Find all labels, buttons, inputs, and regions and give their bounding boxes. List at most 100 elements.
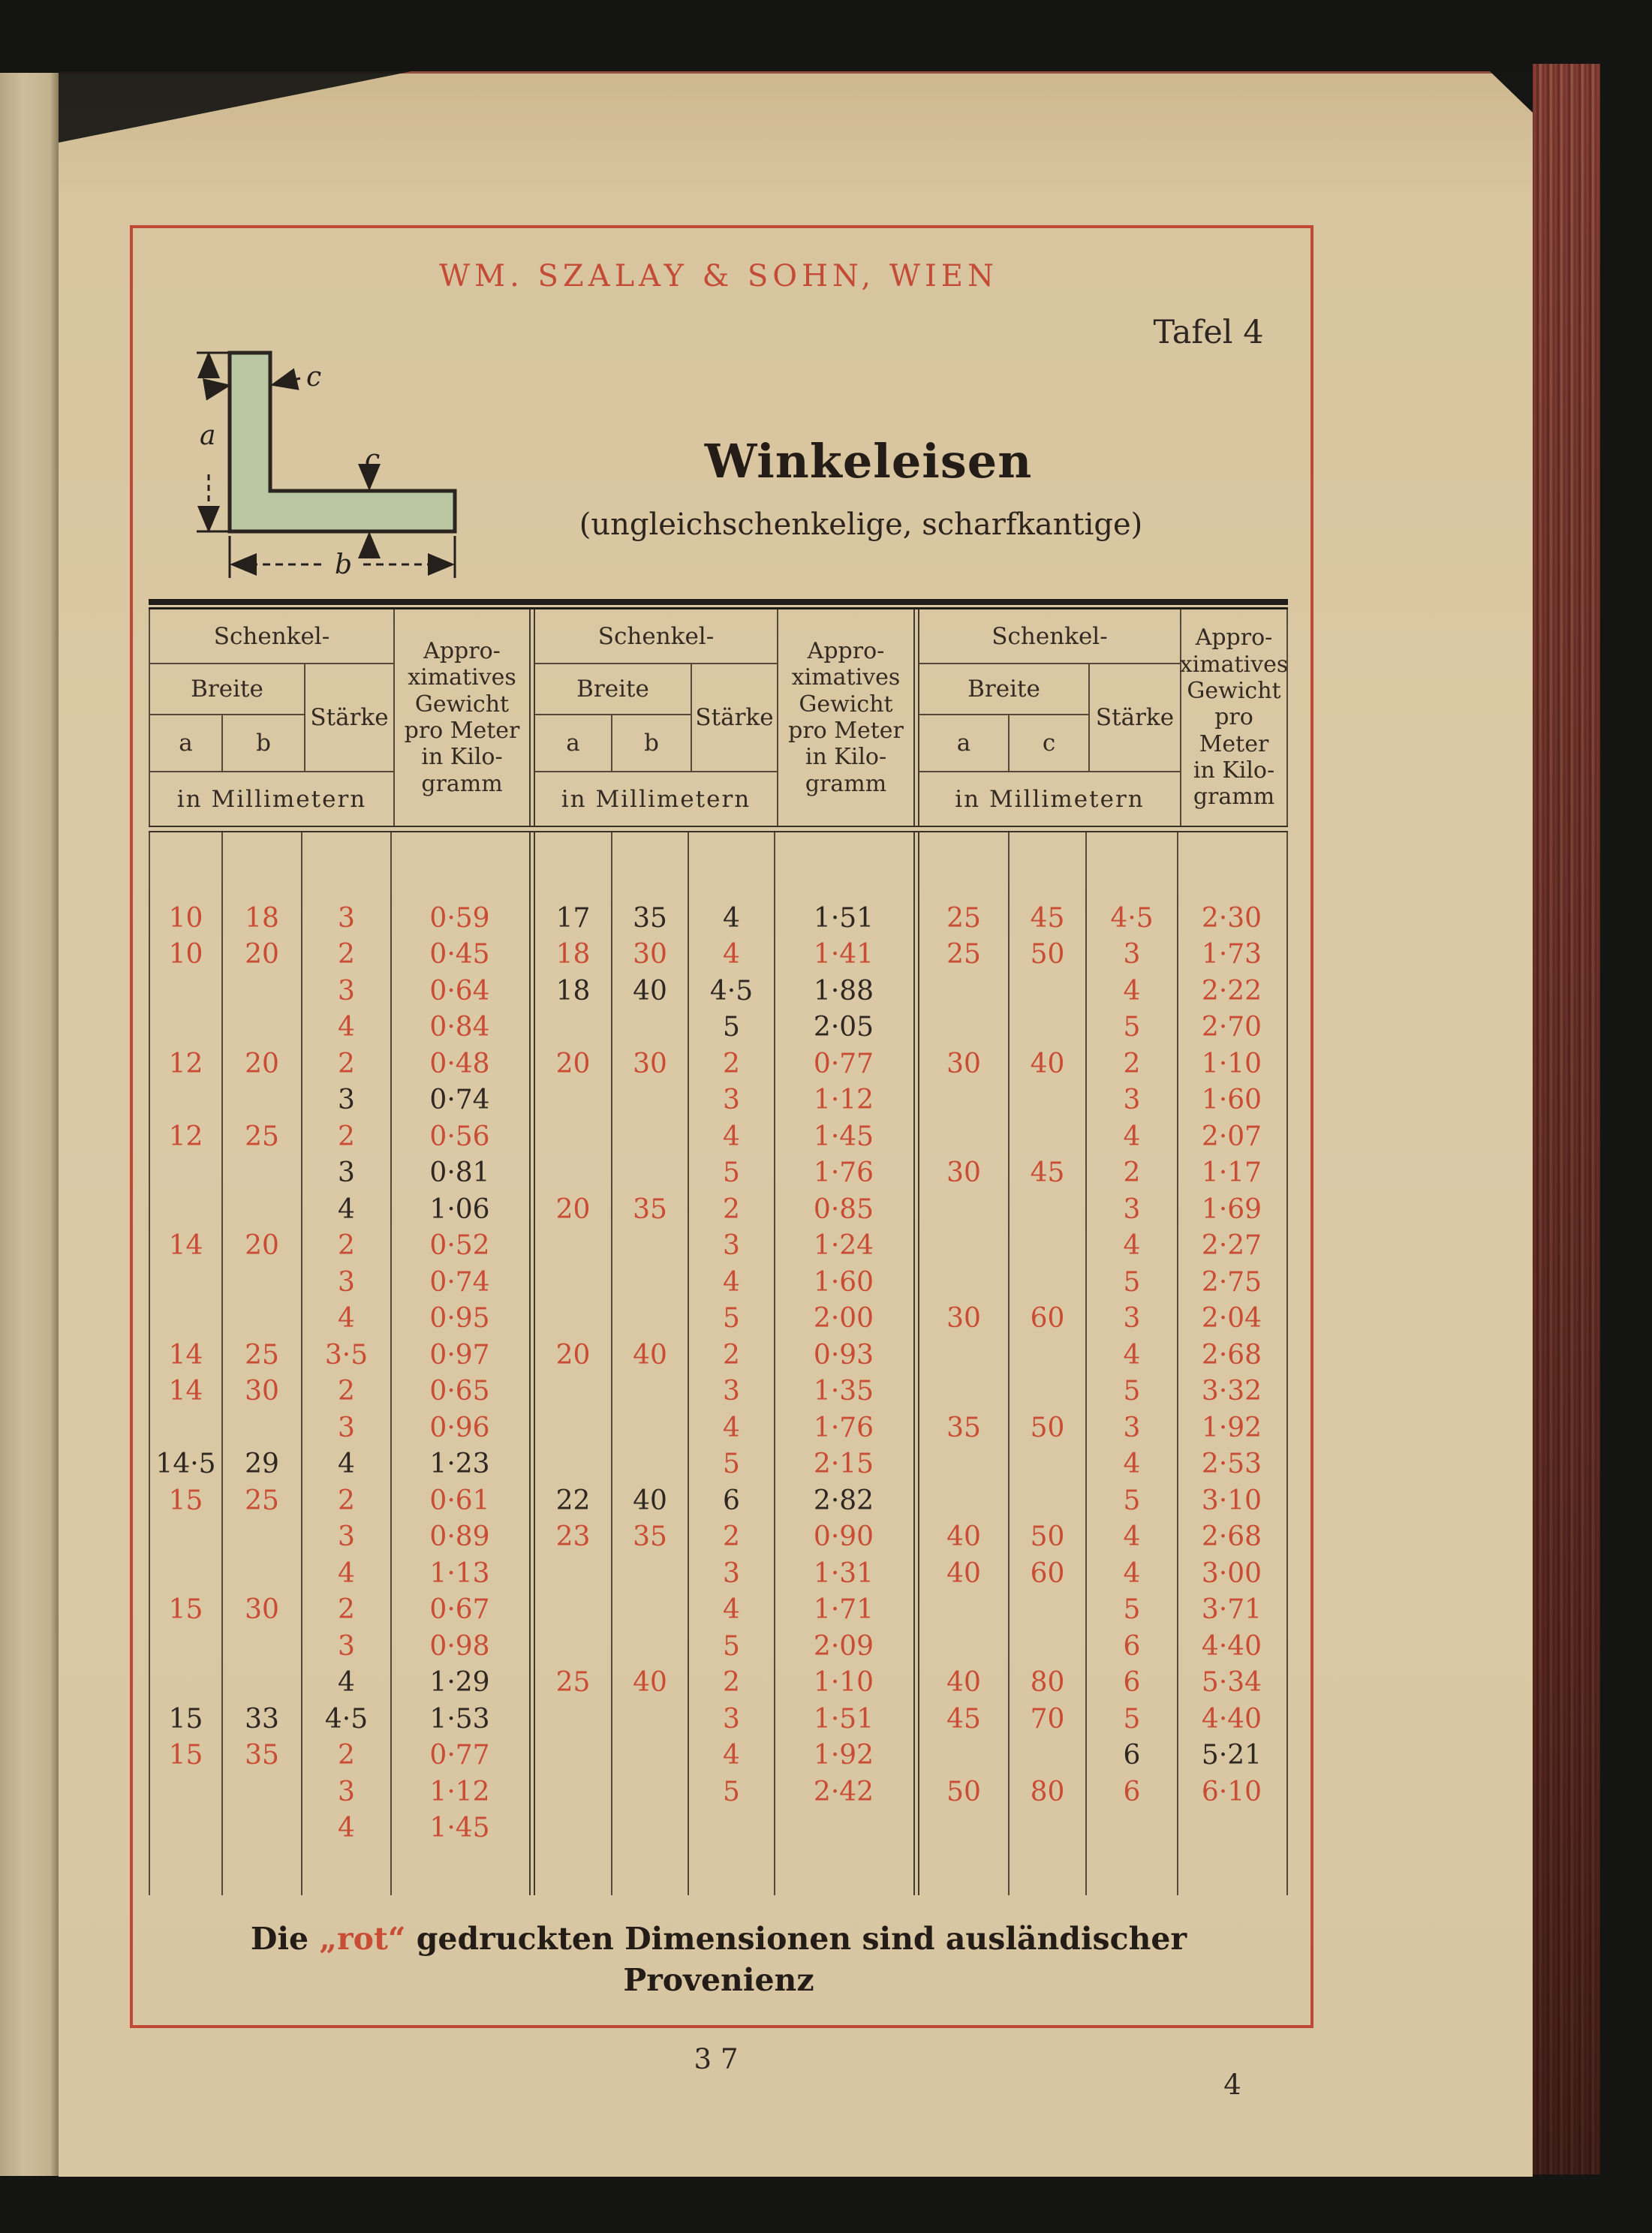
cell-b — [612, 1373, 689, 1410]
cell-a — [150, 1555, 223, 1592]
cell-c: 3 — [689, 1082, 775, 1118]
cell-weight — [1178, 832, 1285, 900]
table-row: 3 0·74 — [150, 1082, 529, 1118]
cell-a: 14 — [150, 1227, 223, 1264]
cell-c: 4 — [689, 1264, 775, 1301]
table-row: 3 0·98 — [150, 1628, 529, 1665]
cell-c: 3 — [302, 1628, 392, 1665]
cell-weight: 0·64 — [429, 975, 490, 1007]
cell-weight: 2·30 — [1201, 902, 1262, 934]
cell-weight: 1·17 — [1201, 1157, 1262, 1189]
table-row: 4 2·22 — [919, 973, 1286, 1010]
cell-weight: 0·67 — [429, 1594, 490, 1626]
header-weight: Appro- ximatives Gewicht pro Meter in Ki… — [393, 609, 529, 826]
cell-c: 4·5 — [689, 973, 775, 1010]
table-row: 5 2·70 — [919, 1009, 1286, 1046]
angle-iron-shape — [227, 351, 457, 534]
table-row: 12 20 2 0·48 — [150, 1046, 529, 1082]
cell-c: 3 — [302, 973, 392, 1010]
cell-a: 22 — [535, 1482, 612, 1519]
cell-b: 35 — [612, 900, 689, 937]
header-millimeters: in Millimetern — [150, 771, 393, 826]
cell-weight: 1·45 — [429, 1813, 490, 1844]
cell-b — [612, 1591, 689, 1628]
table-group-body: 10 18 3 0·59 10 20 2 0·45 3 0·64 4 0·84 12 20 2 0·48 3 0·… — [150, 832, 529, 1895]
cell-b — [612, 1410, 689, 1446]
table-group-body: 25 45 4·5 2·30 25 50 3 1·73 4 2·22 5 2·70 30 40 2 1·10 3… — [919, 832, 1286, 1895]
cell-a — [150, 1846, 223, 1895]
cell-b — [223, 1154, 302, 1191]
cell-b: 70 — [1010, 1701, 1087, 1738]
header-breite: Breite — [535, 664, 691, 715]
header-breite: Breite — [150, 664, 304, 715]
table-row: 5 2·42 — [535, 1774, 913, 1810]
header-col-c: c — [1042, 730, 1056, 757]
cell-c: 4 — [689, 1737, 775, 1774]
cell-b — [612, 1446, 689, 1482]
cell-a — [919, 1737, 1010, 1774]
cell-weight: 1·10 — [1201, 1048, 1262, 1079]
cell-weight: 0·52 — [429, 1230, 490, 1262]
cell-a: 30 — [919, 1300, 1010, 1337]
cell-a: 17 — [535, 900, 612, 937]
group-separator — [913, 609, 919, 826]
dim-label-b: b — [335, 549, 352, 580]
cell-b — [612, 1774, 689, 1810]
cell-a — [535, 1410, 612, 1446]
cell-c: 2 — [689, 1664, 775, 1701]
cell-b — [612, 1846, 689, 1895]
cell-c: 4 — [1087, 1337, 1178, 1374]
cell-b: 20 — [223, 1046, 302, 1082]
cell-a: 40 — [919, 1555, 1010, 1592]
cell-b — [1010, 1227, 1087, 1264]
cell-b: 40 — [612, 1482, 689, 1519]
cell-a: 15 — [150, 1701, 223, 1738]
cell-a — [919, 832, 1010, 900]
cell-a — [919, 1082, 1010, 1118]
table-row: 40 80 6 5·34 — [919, 1664, 1286, 1701]
cell-c: 5 — [689, 1446, 775, 1482]
cell-weight: 1·12 — [813, 1085, 874, 1116]
cell-c: 6 — [1087, 1737, 1178, 1774]
header-weight: Appro- ximatives Gewicht pro Meter in Ki… — [777, 609, 913, 826]
cell-c: 3 — [302, 1518, 392, 1555]
cell-c: 6 — [689, 1482, 775, 1519]
cell-b — [1010, 1191, 1087, 1228]
table-row: 3 1·24 — [535, 1227, 913, 1264]
table-row: 4 1·06 — [150, 1191, 529, 1228]
row-filler — [919, 1846, 1286, 1895]
cell-weight: 0·98 — [429, 1630, 490, 1662]
cell-a: 14 — [150, 1337, 223, 1374]
cell-b — [612, 1300, 689, 1337]
cell-weight — [775, 832, 912, 900]
table-row: 40 60 4 3·00 — [919, 1555, 1286, 1592]
table-row: 3 0·89 — [150, 1518, 529, 1555]
cell-weight: 1·60 — [813, 1266, 874, 1298]
cell-a: 25 — [919, 936, 1010, 973]
cell-b — [1010, 1628, 1087, 1665]
table-row: 10 20 2 0·45 — [150, 936, 529, 973]
cell-c: 3 — [302, 1264, 392, 1301]
table-row: 23 35 2 0·90 — [535, 1518, 913, 1555]
cell-a — [535, 1846, 612, 1895]
table-row: 15 30 2 0·67 — [150, 1591, 529, 1628]
table-header-band: Schenkel- Breite a b Stärke in M — [149, 609, 1288, 826]
cell-a — [535, 1300, 612, 1337]
table-row: 5 3·10 — [919, 1482, 1286, 1519]
cell-c: 2 — [689, 1337, 775, 1374]
cell-a — [919, 1446, 1010, 1482]
cell-weight: 2·09 — [813, 1630, 874, 1662]
cell-weight: 0·85 — [813, 1193, 874, 1225]
cell-c: 2 — [302, 1227, 392, 1264]
cell-b — [1010, 1810, 1087, 1846]
row-filler — [150, 1846, 529, 1895]
cell-a — [150, 1191, 223, 1228]
table-row: 4 1·45 — [150, 1810, 529, 1846]
cell-b: 30 — [612, 936, 689, 973]
cell-b — [1010, 1373, 1087, 1410]
cell-a — [919, 1227, 1010, 1264]
cell-c: 3 — [1087, 936, 1178, 973]
cell-a — [535, 1810, 612, 1846]
table-row: 3 1·35 — [535, 1373, 913, 1410]
cell-weight: 1·23 — [429, 1449, 490, 1480]
